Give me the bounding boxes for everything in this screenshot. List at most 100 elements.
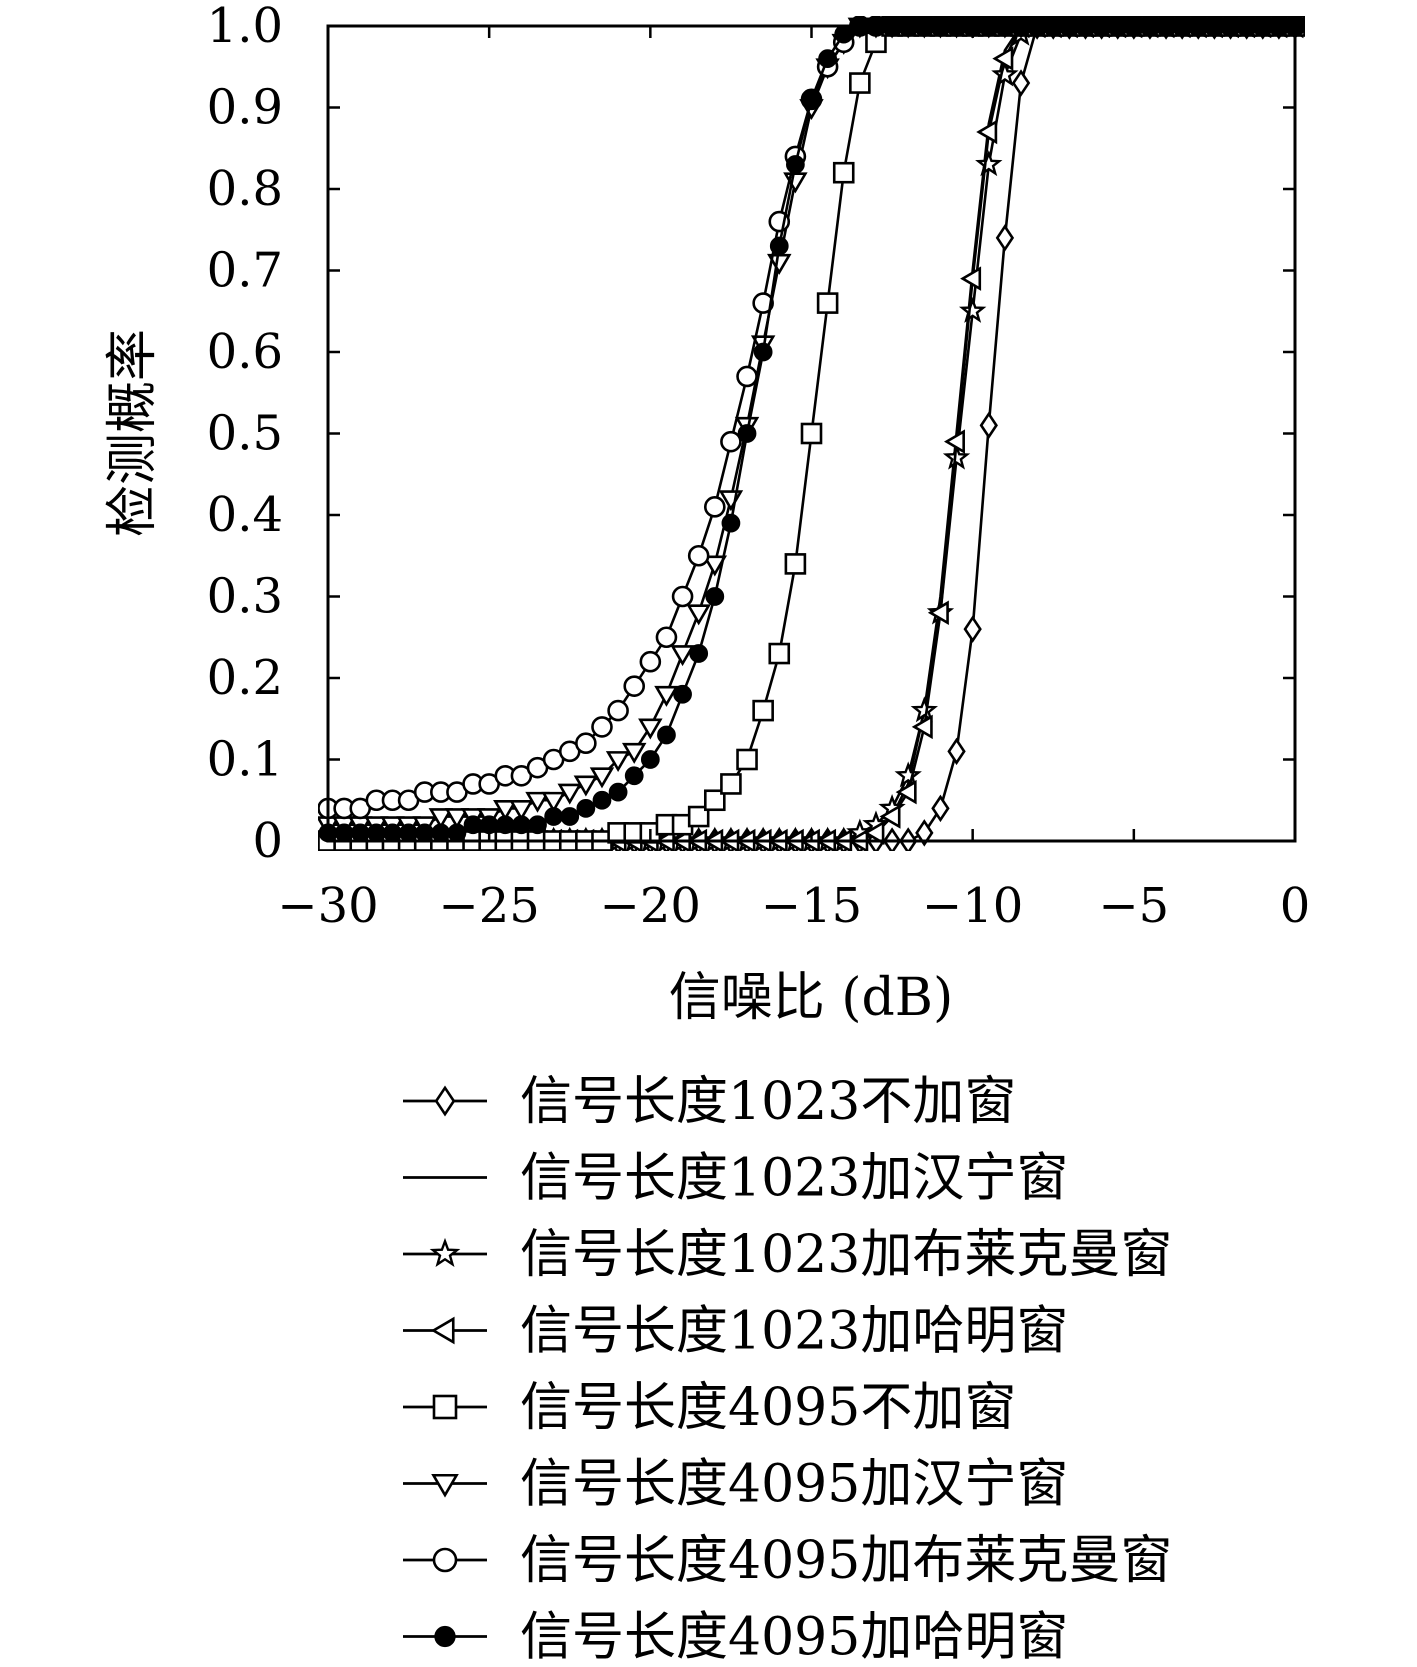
data-point xyxy=(958,296,987,323)
y-tick-label: 0.2 xyxy=(207,650,283,706)
data-point xyxy=(736,748,758,771)
data-point xyxy=(655,626,678,649)
y-tick-label: 0.5 xyxy=(207,406,283,462)
series-line xyxy=(328,24,1295,810)
data-point xyxy=(589,767,615,789)
data-point xyxy=(786,155,805,174)
data-point xyxy=(687,544,710,567)
data-point xyxy=(528,815,547,835)
legend-item: 信号长度4095加哈明窗 xyxy=(403,1608,1068,1667)
data-point xyxy=(383,823,402,843)
series-7 xyxy=(318,16,1305,820)
y-tick-label: 0.9 xyxy=(207,80,283,136)
data-point xyxy=(702,555,728,577)
data-point xyxy=(816,292,839,314)
y-tick-label: 0.6 xyxy=(207,324,283,380)
y-tick-label: 0.4 xyxy=(207,487,283,543)
data-point xyxy=(366,823,386,843)
legend: 信号长度1023不加窗信号长度1023加汉宁窗信号长度1023加布莱克曼窗信号长… xyxy=(403,1072,1172,1667)
x-tick-label: −5 xyxy=(1098,878,1169,934)
x-tick-label: −25 xyxy=(439,878,540,934)
y-tick-label: 0.3 xyxy=(207,569,283,625)
y-tick-label: 1.0 xyxy=(207,0,283,54)
legend-marker xyxy=(432,1547,458,1573)
data-point xyxy=(640,750,660,769)
data-point xyxy=(525,791,550,813)
legend-item: 信号长度1023加布莱克曼窗 xyxy=(403,1225,1172,1285)
legend-marker xyxy=(430,1316,455,1345)
data-point xyxy=(573,775,599,797)
x-tick-label: −30 xyxy=(277,878,378,934)
data-point xyxy=(991,60,1019,87)
data-point xyxy=(671,585,694,608)
data-point xyxy=(605,751,631,773)
legend-item: 信号长度1023不加窗 xyxy=(403,1072,1016,1132)
data-point xyxy=(463,815,483,835)
data-point xyxy=(608,782,628,802)
data-point xyxy=(541,791,566,813)
legend-label: 信号长度4095加布莱克曼窗 xyxy=(520,1531,1172,1591)
legend-label: 信号长度1023加布莱克曼窗 xyxy=(520,1225,1172,1285)
data-point xyxy=(431,823,451,843)
y-tick-label: 0 xyxy=(252,813,283,869)
data-point xyxy=(895,779,917,805)
data-point xyxy=(495,815,515,835)
data-point xyxy=(915,819,934,847)
data-point xyxy=(592,790,612,810)
data-point xyxy=(960,266,982,291)
legend-item: 信号长度1023加哈明窗 xyxy=(403,1302,1068,1362)
data-point xyxy=(686,604,711,626)
data-point xyxy=(931,794,950,823)
legend-label: 信号长度4095加汉宁窗 xyxy=(520,1455,1068,1515)
data-point xyxy=(736,365,758,388)
data-point xyxy=(737,424,757,443)
data-point xyxy=(910,696,938,723)
data-point xyxy=(752,292,774,314)
data-point xyxy=(879,804,901,829)
data-point xyxy=(832,161,855,184)
data-point xyxy=(689,644,709,663)
data-point xyxy=(894,761,922,788)
data-point xyxy=(415,823,435,843)
data-point xyxy=(849,72,871,94)
data-point xyxy=(992,46,1014,71)
data-point xyxy=(544,807,564,826)
data-point xyxy=(607,699,629,722)
data-point xyxy=(512,815,531,835)
data-point xyxy=(639,650,662,673)
data-point xyxy=(673,684,692,704)
data-point xyxy=(334,823,354,843)
data-point xyxy=(975,150,1003,177)
data-point xyxy=(802,89,821,109)
legend-item: 信号长度4095加汉宁窗 xyxy=(403,1455,1068,1515)
data-point xyxy=(705,587,725,606)
y-tick-label: 0.7 xyxy=(207,243,283,299)
data-point xyxy=(784,553,807,575)
legend-label: 信号长度1023加哈明窗 xyxy=(520,1302,1068,1362)
x-axis-label: 信噪比 (dB) xyxy=(669,968,954,1028)
data-point xyxy=(863,820,885,846)
data-point xyxy=(753,342,773,362)
data-point xyxy=(995,224,1015,252)
data-point xyxy=(911,714,933,740)
data-point xyxy=(963,615,982,643)
series-5 xyxy=(318,16,1305,851)
data-point xyxy=(638,718,663,740)
legend-item: 信号长度1023加汉宁窗 xyxy=(403,1149,1068,1209)
series-layer xyxy=(318,16,1305,851)
data-point xyxy=(752,699,774,722)
legend-label: 信号长度1023加汉宁窗 xyxy=(520,1149,1068,1209)
series-8 xyxy=(318,16,1305,843)
legend-marker xyxy=(434,1085,456,1117)
y-tick-label: 0.1 xyxy=(207,732,283,788)
legend-label: 信号长度1023不加窗 xyxy=(520,1072,1016,1132)
legend-marker xyxy=(434,1625,456,1648)
data-point xyxy=(447,823,467,843)
y-tick-label: 0.8 xyxy=(207,161,283,217)
data-point xyxy=(720,430,742,453)
legend-item: 信号长度4095加布莱克曼窗 xyxy=(403,1531,1172,1591)
legend-item: 信号长度4095不加窗 xyxy=(403,1378,1016,1438)
data-point xyxy=(818,49,837,68)
data-point xyxy=(624,766,644,786)
